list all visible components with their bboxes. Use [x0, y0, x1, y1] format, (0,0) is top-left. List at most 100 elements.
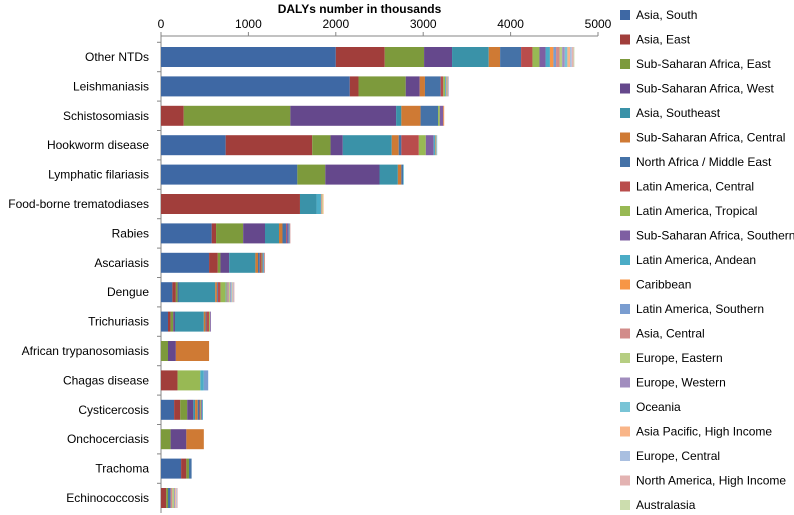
bar-segment	[316, 194, 321, 214]
bar-segment	[570, 47, 572, 67]
bar-segment	[161, 458, 182, 479]
bar-segment	[161, 429, 171, 450]
bar-segment	[232, 282, 234, 303]
bar-segment	[401, 135, 419, 156]
bar-segment	[438, 105, 440, 126]
bar-segment	[187, 399, 194, 420]
bar-segment	[401, 105, 421, 126]
legend-label: Latin America, Andean	[636, 253, 756, 267]
bar-segment	[261, 252, 263, 273]
bar-segment	[259, 252, 262, 273]
legend-label: Asia, Central	[636, 327, 705, 341]
bar-segment	[258, 252, 260, 273]
bars-group	[161, 47, 575, 508]
x-tick-label: 3000	[410, 17, 437, 31]
bar-segment	[161, 76, 350, 97]
bar-segment	[262, 252, 264, 273]
category-label: Lymphatic filariasis	[48, 168, 149, 182]
x-tick-label: 4000	[497, 17, 524, 31]
bar-segment	[447, 76, 449, 97]
bar-segment	[174, 488, 175, 508]
bar-segment	[330, 135, 343, 156]
bar-segment	[418, 135, 426, 156]
bar-segment	[559, 47, 563, 67]
bar-segment	[405, 76, 420, 97]
bar-segment	[174, 311, 204, 332]
bar-segment	[229, 282, 231, 303]
legend-swatch	[620, 304, 630, 314]
bar-segment	[176, 488, 178, 508]
bar-segment	[564, 47, 568, 67]
bar-segment	[220, 252, 230, 273]
bar-segment	[161, 282, 173, 303]
category-label: Food-borne trematodiases	[8, 197, 149, 211]
legend-swatch	[620, 353, 630, 363]
bar-segment	[325, 164, 380, 185]
bar-segment	[186, 458, 189, 479]
bar-segment	[379, 164, 398, 185]
legend-label: Oceania	[636, 400, 681, 414]
bar-segment	[167, 311, 171, 332]
legend-label: Europe, Eastern	[636, 351, 723, 365]
bar-segment	[567, 47, 571, 67]
bar-segment	[384, 47, 425, 67]
bar-segment	[161, 194, 300, 214]
bar-segment	[183, 105, 291, 126]
bar-segment	[282, 223, 286, 244]
bar-segment	[562, 47, 565, 67]
bar-segment	[233, 282, 235, 303]
bar-segment	[216, 223, 244, 244]
legend-label: Asia, South	[636, 8, 697, 22]
legend-label: Latin America, Central	[636, 180, 754, 194]
bar-segment	[556, 47, 560, 67]
bar-segment	[435, 135, 437, 156]
bar-segment	[161, 252, 210, 273]
bar-segment	[263, 252, 265, 273]
bar-segment	[322, 194, 324, 214]
bar-segment	[391, 135, 399, 156]
bar-segment	[539, 47, 546, 67]
bar-segment	[443, 105, 445, 126]
bar-segment	[217, 252, 221, 273]
bar-segment	[425, 135, 434, 156]
bar-segment	[265, 223, 279, 244]
legend-swatch	[620, 108, 630, 118]
bar-segment	[286, 223, 289, 244]
bar-segment	[436, 135, 438, 156]
bar-segment	[216, 282, 218, 303]
bar-segment	[229, 252, 256, 273]
category-label: Trichuriasis	[88, 315, 149, 329]
bar-segment	[320, 194, 322, 214]
bar-segment	[161, 370, 178, 391]
bar-segment	[433, 135, 436, 156]
bar-segment	[349, 76, 359, 97]
category-label: Other NTDs	[85, 50, 149, 64]
bar-segment	[228, 282, 230, 303]
bar-segment	[205, 311, 207, 332]
legend-swatch	[620, 328, 630, 339]
bar-segment	[573, 47, 575, 67]
legend-swatch	[620, 34, 630, 45]
legend-swatch	[620, 426, 630, 437]
legend-swatch	[620, 10, 630, 20]
category-label: Echinococcosis	[66, 491, 149, 505]
category-label: Rabies	[112, 226, 149, 240]
bar-segment	[452, 47, 489, 67]
bar-segment	[335, 47, 385, 67]
bar-segment	[225, 135, 313, 156]
bar-segment	[443, 76, 446, 97]
bar-segment	[445, 76, 447, 97]
bar-segment	[170, 429, 187, 450]
bar-segment	[167, 341, 176, 361]
bar-segment	[209, 311, 210, 332]
bar-segment	[161, 341, 168, 361]
bar-segment	[178, 282, 216, 303]
legend-label: Sub-Saharan Africa, Central	[636, 131, 785, 145]
legend-swatch	[620, 230, 630, 241]
bar-segment	[231, 282, 233, 303]
bar-segment	[161, 399, 175, 420]
x-axis: 0 1000 2000 3000 4000 5000	[158, 17, 612, 37]
legend-swatch	[620, 475, 630, 486]
bar-segment	[321, 194, 323, 214]
x-tick-label: 1000	[235, 17, 262, 31]
